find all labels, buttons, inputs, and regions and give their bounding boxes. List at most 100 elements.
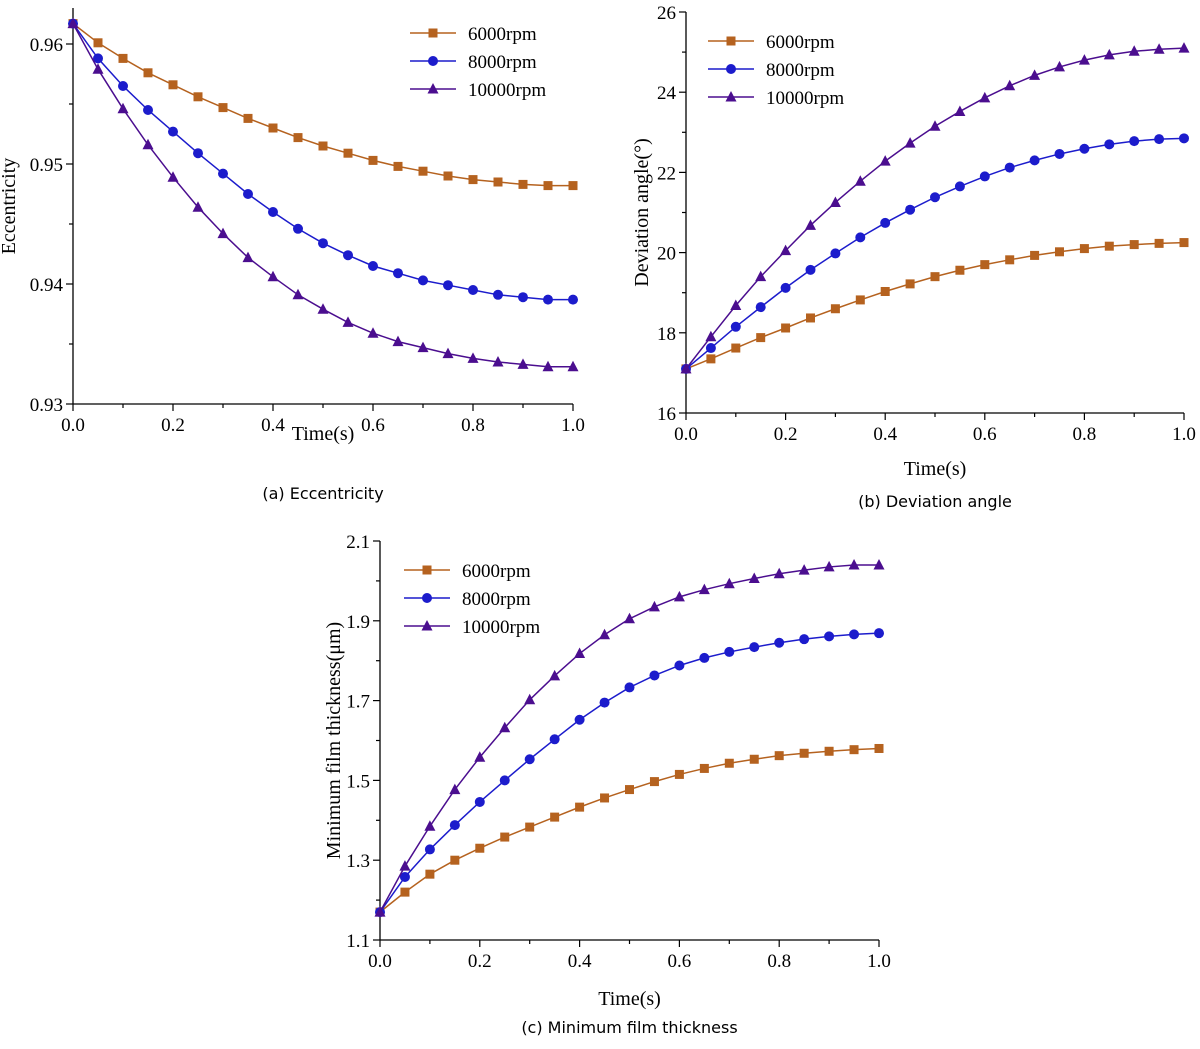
data-point-6000rpm [781, 323, 791, 333]
x-tick-label: 1.0 [1172, 424, 1196, 445]
data-point-6000rpm [955, 265, 965, 275]
data-point-8000rpm [118, 81, 128, 91]
x-tick-label: 0.6 [668, 951, 692, 972]
x-tick-label: 0.8 [1073, 424, 1097, 445]
data-point-6000rpm [880, 286, 890, 296]
data-point-10000rpm [929, 120, 941, 131]
data-point-10000rpm [524, 693, 536, 705]
data-point-8000rpm [93, 53, 103, 64]
data-point-10000rpm [424, 820, 436, 831]
data-point-10000rpm [399, 860, 411, 871]
data-point-10000rpm [417, 341, 429, 353]
data-point-6000rpm [518, 179, 528, 189]
data-point-8000rpm [724, 646, 735, 657]
data-point-8000rpm [499, 775, 510, 786]
data-point-10000rpm [1029, 69, 1041, 80]
data-point-10000rpm [854, 175, 866, 186]
y-tick-label: 16 [657, 404, 676, 425]
y-tick-label: 0.93 [30, 395, 63, 416]
data-point-6000rpm [799, 748, 809, 758]
data-point-6000rpm [1179, 238, 1189, 248]
data-point-6000rpm [450, 855, 460, 865]
data-point-6000rpm [1005, 255, 1015, 265]
data-point-10000rpm [142, 138, 154, 150]
data-point-6000rpm [168, 80, 178, 90]
data-point-6000rpm [468, 175, 478, 185]
data-point-8000rpm [543, 294, 553, 305]
x-axis-title: Time(s) [292, 423, 355, 445]
x-tick-label: 0.4 [261, 415, 285, 436]
data-point-10000rpm [442, 347, 454, 359]
data-point-6000rpm [268, 123, 278, 133]
legend-label-6000rpm: 6000rpm [468, 24, 537, 45]
data-point-6000rpm [930, 272, 940, 282]
data-point-6000rpm [143, 68, 153, 78]
data-point-8000rpm [1079, 143, 1090, 154]
data-point-10000rpm [1153, 43, 1165, 54]
data-point-8000rpm [874, 628, 884, 639]
legend-marker-6000rpm [726, 36, 736, 46]
data-point-10000rpm [873, 558, 885, 570]
data-point-10000rpm [829, 196, 841, 207]
data-point-6000rpm [418, 166, 428, 176]
data-point-8000rpm [774, 637, 785, 648]
series-line-8000rpm [379, 632, 880, 913]
data-point-10000rpm [342, 316, 354, 327]
data-point-8000rpm [979, 171, 990, 182]
data-point-10000rpm [574, 647, 586, 659]
data-point-8000rpm [268, 207, 278, 217]
legend-label-10000rpm: 10000rpm [462, 617, 540, 638]
y-axis-title: Minimum film thickness(μm) [323, 622, 345, 859]
data-point-10000rpm [723, 577, 735, 589]
data-point-8000rpm [805, 264, 816, 275]
data-point-6000rpm [731, 343, 741, 353]
data-point-10000rpm [292, 288, 304, 300]
y-tick-label: 2.1 [346, 532, 370, 553]
data-point-10000rpm [367, 327, 379, 338]
data-point-10000rpm [542, 360, 554, 372]
y-tick-label: 18 [657, 324, 676, 345]
data-point-8000rpm [318, 238, 328, 249]
data-point-6000rpm [905, 279, 915, 289]
data-point-6000rpm [543, 181, 553, 191]
panel-deviation-angle: 0.0 0.2 0.4 0.6 0.8 1.0 16 18 20 22 24 26 Time(s) Dev… [631, 3, 1196, 511]
data-point-10000rpm [805, 219, 816, 230]
data-point-6000rpm [368, 155, 378, 165]
data-point-6000rpm [400, 887, 410, 897]
y-tick-label: 20 [657, 244, 676, 265]
legend-label-6000rpm: 6000rpm [462, 561, 531, 582]
panel-caption: (a) Eccentricity [262, 484, 383, 503]
data-point-8000rpm [799, 634, 810, 645]
y-axis-title: Eccentricity [0, 158, 20, 255]
data-point-6000rpm [393, 161, 403, 171]
data-point-10000rpm [773, 567, 785, 579]
y-axis-title: Deviation angle(°) [631, 138, 653, 287]
data-point-8000rpm [293, 223, 303, 234]
data-point-10000rpm [1128, 45, 1140, 56]
x-tick-label: 0.0 [61, 415, 85, 436]
data-point-6000rpm [1055, 247, 1064, 257]
data-point-8000rpm [393, 268, 403, 279]
data-point-6000rpm [343, 148, 353, 158]
data-point-8000rpm [954, 181, 965, 192]
data-point-8000rpm [524, 754, 535, 765]
x-tick-label: 0.2 [161, 415, 185, 436]
data-point-8000rpm [493, 289, 503, 300]
data-point-6000rpm [568, 181, 578, 191]
legend-marker-6000rpm [428, 28, 438, 38]
legend-label-6000rpm: 6000rpm [766, 32, 835, 53]
legend-label-10000rpm: 10000rpm [468, 80, 546, 101]
data-point-10000rpm [979, 91, 991, 103]
data-point-8000rpm [780, 282, 791, 293]
data-point-8000rpm [624, 682, 635, 693]
data-point-6000rpm [475, 843, 485, 853]
data-point-6000rpm [525, 822, 535, 832]
data-point-10000rpm [549, 669, 561, 681]
legend-label-10000rpm: 10000rpm [766, 88, 844, 109]
data-point-10000rpm [492, 356, 504, 367]
data-point-6000rpm [443, 171, 453, 181]
data-point-6000rpm [318, 141, 328, 151]
legend-marker-6000rpm [422, 565, 432, 575]
data-point-10000rpm [780, 244, 792, 256]
